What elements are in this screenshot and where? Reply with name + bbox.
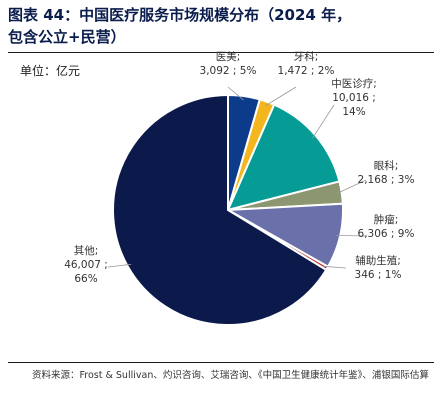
slice-label-line: 14% [342,106,365,118]
chart-title-line-2: 包含公立+民营） [8,28,126,46]
slice-labels: 医美; 3,092 ; 5% 牙科; 1,472 ; 2%中医诊疗; 10,016 ; 1… [64,50,414,285]
leader-lines [107,86,367,269]
slice-label-line: 6,306 ; 9% [358,228,415,240]
slice-label-line: 2,168 ; 3% [358,174,415,186]
slice-label-line: 眼科; [374,159,399,172]
pie-slice-2 [226,103,341,212]
leader-line-6 [107,263,132,268]
slice-label-5: 辅助生殖; 346 ; 1% [355,254,402,281]
pie-slices [112,93,344,326]
slice-label-line: 66% [74,273,97,285]
slice-label-line: 肿瘤; [374,213,399,226]
slice-label-0: 医美; 3,092 ; 5% [200,50,257,77]
slice-label-line: 医美; [216,50,241,63]
slice-label-1: 牙科; 1,472 ; 2% [278,50,335,77]
unit-label: 单位：亿元 [20,64,81,78]
slice-label-line: 346 ; 1% [355,269,402,281]
slice-label-4: 肿瘤; 6,306 ; 9% [358,213,415,240]
slice-label-line: 10,016 ; [332,92,376,104]
slice-label-line: 1,472 ; 2% [278,65,335,77]
slice-label-line: 牙科; [294,50,319,63]
title-divider [8,52,434,53]
slice-label-line: 其他; [74,244,99,257]
pie-slice-6 [112,93,328,326]
source-note: 资料来源：Frost & Sullivan、灼识咨询、艾瑞咨询、《中国卫生健康统… [32,370,429,381]
chart-title: 图表 44：中国医疗服务市场规模分布（2024 年， 包含公立+民营） [8,4,436,48]
slice-label-line: 辅助生殖; [355,254,401,267]
leader-line-1 [265,86,297,106]
slice-label-2: 中医诊疗; 10,016 ; 14% [331,77,377,118]
leader-line-2 [312,104,335,139]
leader-line-5 [323,265,347,269]
slice-label-line: 46,007 ; [64,259,108,271]
leader-line-3 [337,179,367,194]
slice-label-6: 其他; 46,007 ; 66% [64,244,108,285]
leader-line-4 [336,234,367,237]
slice-label-line: 3,092 ; 5% [200,65,257,77]
source-divider [8,362,434,363]
slice-label-line: 中医诊疗; [331,77,377,90]
slice-label-3: 眼科; 2,168 ; 3% [358,159,415,186]
chart-title-line-1: 图表 44：中国医疗服务市场规模分布（2024 年， [8,6,352,24]
leader-line-0 [227,86,244,101]
